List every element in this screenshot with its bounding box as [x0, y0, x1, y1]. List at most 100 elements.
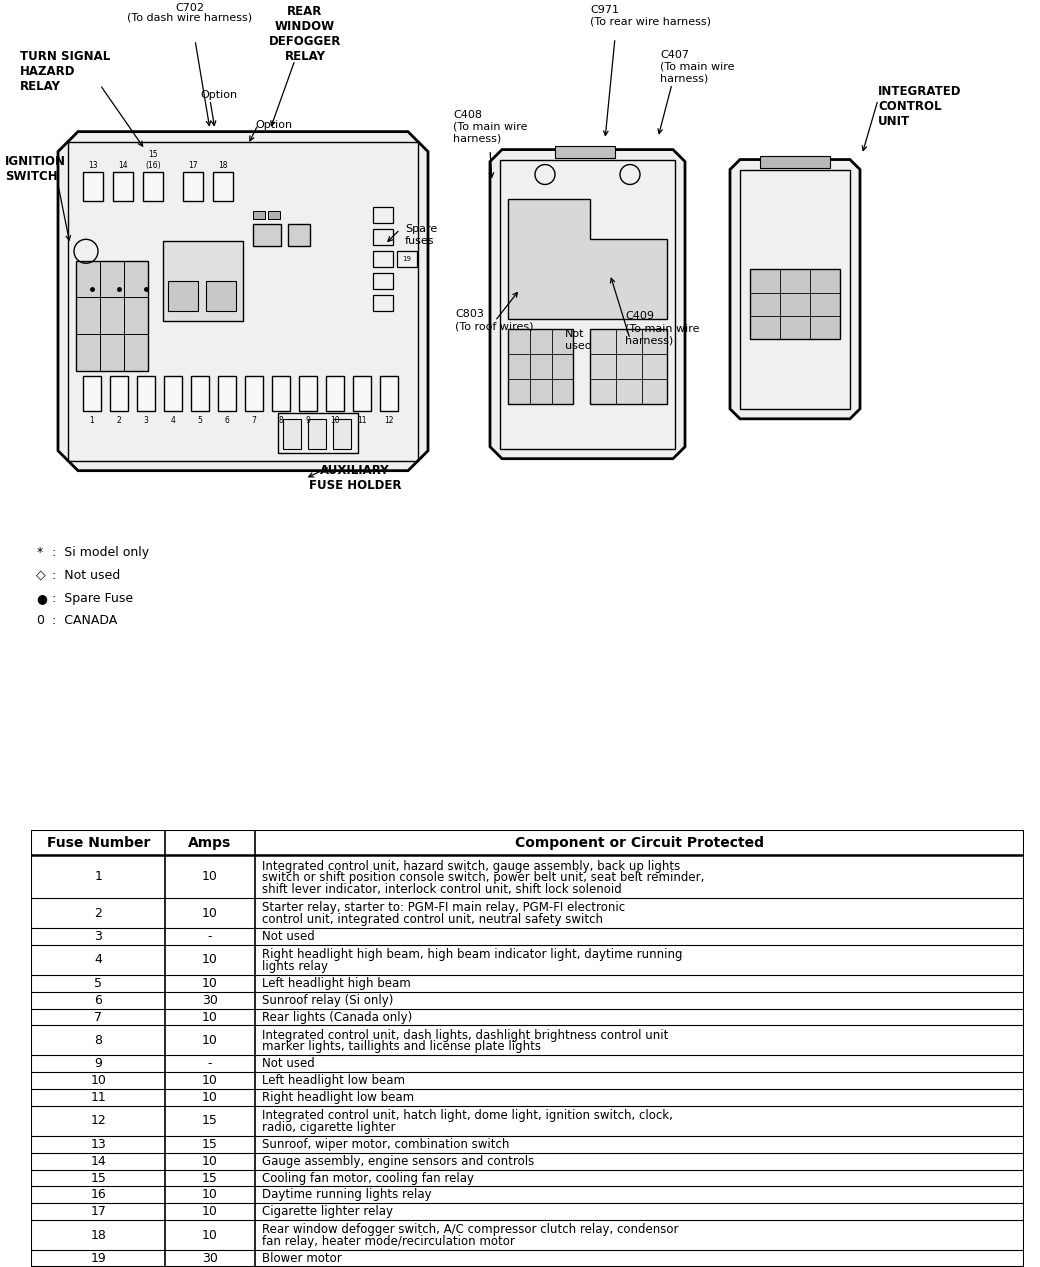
Bar: [750, 269, 840, 340]
Text: REAR
WINDOW
DEFOGGER
RELAY: REAR WINDOW DEFOGGER RELAY: [268, 5, 341, 63]
Bar: [144, 171, 163, 201]
Text: 12: 12: [384, 416, 394, 424]
Text: 14: 14: [90, 1154, 106, 1168]
Text: Left headlight high beam: Left headlight high beam: [262, 977, 411, 990]
Text: Gauge assembly, engine sensors and controls: Gauge assembly, engine sensors and contr…: [262, 1154, 534, 1168]
Bar: [508, 329, 573, 404]
Text: 8: 8: [279, 416, 283, 424]
Bar: [288, 224, 310, 246]
Text: 3: 3: [95, 930, 102, 943]
Text: C702: C702: [176, 3, 205, 13]
Bar: [373, 274, 393, 289]
Text: used: used: [565, 341, 592, 351]
Text: 6: 6: [95, 993, 102, 1007]
Text: lights relay: lights relay: [262, 960, 328, 973]
Text: :  Spare Fuse: : Spare Fuse: [52, 592, 133, 604]
Text: 10: 10: [330, 416, 340, 424]
Text: 10: 10: [202, 1011, 218, 1024]
Text: 10: 10: [202, 1034, 218, 1047]
Bar: [110, 376, 128, 411]
Text: 14: 14: [119, 161, 128, 170]
Text: 30: 30: [202, 1252, 218, 1264]
Text: 19: 19: [90, 1252, 106, 1264]
Text: :  Si model only: : Si model only: [52, 546, 149, 559]
Text: Not: Not: [565, 329, 584, 340]
Polygon shape: [508, 199, 667, 319]
Bar: [183, 171, 203, 201]
Text: -: -: [208, 1057, 212, 1071]
Bar: [191, 376, 209, 411]
Text: Spare
fuses: Spare fuses: [405, 224, 437, 246]
Polygon shape: [58, 132, 428, 470]
Text: Cigarette lighter relay: Cigarette lighter relay: [262, 1205, 393, 1219]
Text: 15: 15: [202, 1138, 218, 1150]
Text: Rear lights (Canada only): Rear lights (Canada only): [262, 1011, 412, 1024]
Text: ●: ●: [36, 592, 47, 604]
Text: Amps: Amps: [188, 835, 232, 850]
Text: 10: 10: [202, 1074, 218, 1087]
Bar: [168, 281, 198, 312]
Bar: [760, 156, 830, 167]
Bar: [397, 251, 417, 267]
Text: (To rear wire harness): (To rear wire harness): [590, 16, 711, 27]
Bar: [373, 295, 393, 312]
Text: 1: 1: [95, 870, 102, 883]
Bar: [590, 329, 667, 404]
Bar: [76, 261, 148, 371]
Text: 11: 11: [358, 416, 367, 424]
Bar: [373, 251, 393, 267]
Text: 10: 10: [202, 907, 218, 920]
Text: shift lever indicator, interlock control unit, shift lock solenoid: shift lever indicator, interlock control…: [262, 883, 621, 896]
Text: 12: 12: [90, 1115, 106, 1128]
Text: C409: C409: [625, 312, 654, 321]
Bar: [268, 212, 280, 219]
Text: 18: 18: [90, 1229, 106, 1242]
Bar: [113, 171, 133, 201]
Text: Starter relay, starter to: PGM-FI main relay, PGM-FI electronic: Starter relay, starter to: PGM-FI main r…: [262, 901, 625, 915]
Bar: [272, 376, 290, 411]
Bar: [555, 146, 615, 157]
Bar: [373, 208, 393, 223]
Text: 0: 0: [36, 614, 45, 627]
Text: Sunroof, wiper motor, combination switch: Sunroof, wiper motor, combination switch: [262, 1138, 509, 1150]
Text: 10: 10: [90, 1074, 106, 1087]
Text: 11: 11: [90, 1091, 106, 1104]
Text: Option: Option: [200, 90, 237, 100]
Text: -: -: [208, 930, 212, 943]
Text: 5: 5: [198, 416, 203, 424]
Text: 10: 10: [202, 1229, 218, 1242]
Text: C971: C971: [590, 5, 619, 15]
Polygon shape: [730, 160, 860, 419]
Text: Rear window defogger switch, A/C compressor clutch relay, condensor: Rear window defogger switch, A/C compres…: [262, 1224, 678, 1237]
Bar: [500, 160, 675, 449]
Text: 10: 10: [202, 1154, 218, 1168]
Text: fan relay, heater mode/recirculation motor: fan relay, heater mode/recirculation mot…: [262, 1235, 515, 1248]
Bar: [164, 376, 182, 411]
Text: 10: 10: [202, 1091, 218, 1104]
Text: 5: 5: [95, 977, 102, 990]
Text: Fuse Number: Fuse Number: [47, 835, 150, 850]
Text: 1: 1: [89, 416, 95, 424]
Bar: [137, 376, 155, 411]
Text: 7: 7: [95, 1011, 102, 1024]
Text: *: *: [36, 546, 43, 559]
Text: 7: 7: [252, 416, 257, 424]
Text: (To dash wire harness): (To dash wire harness): [128, 13, 253, 23]
Text: 10: 10: [202, 1205, 218, 1219]
Text: Not used: Not used: [262, 1057, 314, 1071]
Text: (To main wire: (To main wire: [625, 323, 700, 333]
Text: 9: 9: [306, 416, 310, 424]
Text: 17: 17: [188, 161, 198, 170]
Bar: [373, 229, 393, 246]
Bar: [245, 376, 263, 411]
Bar: [68, 142, 418, 461]
Text: Component or Circuit Protected: Component or Circuit Protected: [515, 835, 764, 850]
Text: INTEGRATED
CONTROL
UNIT: INTEGRATED CONTROL UNIT: [878, 85, 962, 128]
Text: Integrated control unit, hazard switch, gauge assembly, back up lights: Integrated control unit, hazard switch, …: [262, 859, 680, 873]
Text: radio, cigarette lighter: radio, cigarette lighter: [262, 1121, 395, 1134]
Bar: [278, 413, 358, 452]
Bar: [253, 212, 265, 219]
Text: (To main wire: (To main wire: [453, 122, 527, 132]
Text: 18: 18: [218, 161, 228, 170]
Bar: [326, 376, 344, 411]
